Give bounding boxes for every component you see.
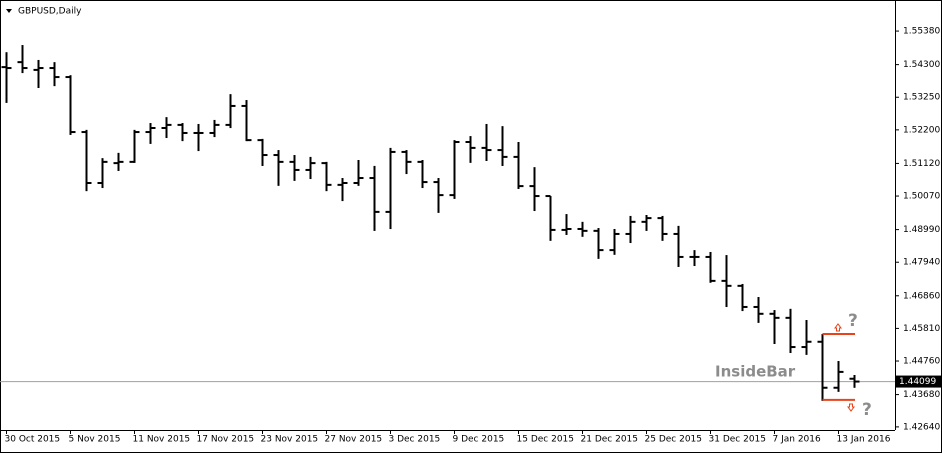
menu-icon [6, 9, 12, 13]
annotation: InsideBar [715, 363, 796, 381]
x-tick-label: 31 Dec 2015 [709, 435, 767, 445]
x-tick-label: 25 Dec 2015 [645, 435, 703, 445]
price-label: 1.44099 [899, 377, 936, 387]
y-tick-label: 1.43680 [903, 390, 940, 400]
y-tick-label: 1.42640 [903, 422, 940, 432]
y-tick-label: 1.51120 [903, 159, 940, 169]
x-tick-label: 30 Oct 2015 [5, 435, 61, 445]
y-tick-label: 1.45810 [903, 324, 940, 334]
x-tick-label: 21 Dec 2015 [581, 435, 639, 445]
x-tick-label: 27 Nov 2015 [325, 435, 383, 445]
y-tick-label: 1.55380 [903, 27, 940, 37]
y-tick-label: 1.52200 [903, 125, 940, 135]
x-tick-label: 9 Dec 2015 [453, 435, 505, 445]
price-label-box [896, 375, 941, 388]
y-tick-label: 1.48990 [903, 225, 940, 235]
chart-title: GBPUSD,Daily [18, 7, 82, 17]
up-arrow [834, 323, 842, 332]
y-tick-label: 1.46860 [903, 291, 940, 301]
question-mark: ? [862, 400, 872, 420]
y-tick-label: 1.44760 [903, 357, 940, 367]
x-tick-label: 23 Nov 2015 [261, 435, 319, 445]
down-arrow [847, 403, 855, 412]
x-tick-label: 7 Jan 2016 [773, 435, 821, 445]
x-tick-label: 11 Nov 2015 [133, 435, 191, 445]
question-mark: ? [848, 311, 858, 331]
y-tick-label: 1.53250 [903, 93, 940, 103]
x-tick-label: 17 Nov 2015 [197, 435, 255, 445]
y-tick-label: 1.47940 [903, 258, 940, 268]
x-tick-label: 13 Jan 2016 [837, 435, 891, 445]
y-tick-label: 1.50070 [903, 192, 940, 202]
x-tick-label: 3 Dec 2015 [389, 435, 441, 445]
y-tick-label: 1.54300 [903, 60, 940, 70]
x-tick-label: 15 Dec 2015 [517, 435, 575, 445]
x-tick-label: 5 Nov 2015 [69, 435, 121, 445]
